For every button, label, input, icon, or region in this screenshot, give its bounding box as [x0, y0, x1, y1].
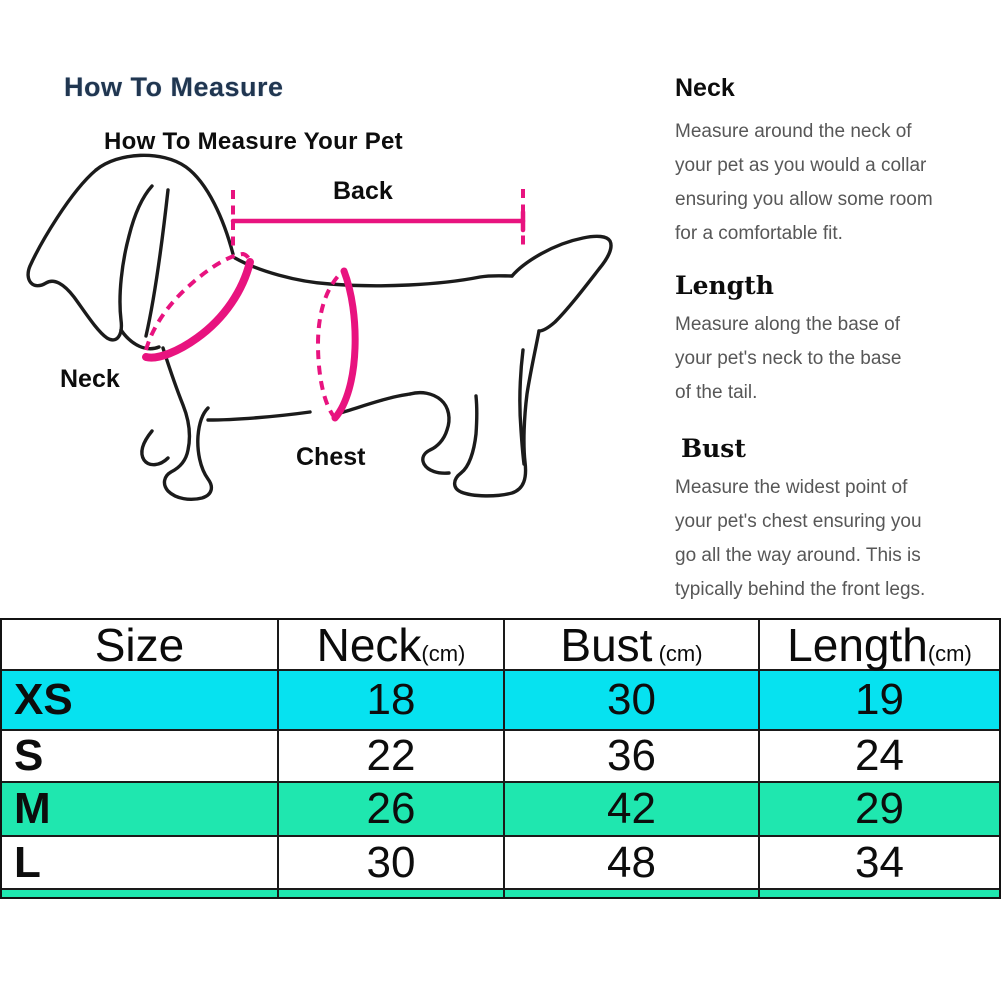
- table-row-m: M 26 42 29: [2, 783, 999, 837]
- chest-label: Chest: [296, 443, 366, 471]
- instruction-line: your pet's chest ensuring you: [675, 511, 922, 532]
- size-cell: S: [2, 731, 279, 781]
- size-cell: M: [2, 783, 279, 835]
- header-label: Bust: [560, 618, 653, 671]
- table-row-s: S 22 36 24: [2, 731, 999, 783]
- header-unit: (cm): [927, 640, 972, 666]
- neck-measure-band-dashed: [144, 251, 252, 351]
- dog-head-outline: [94, 153, 235, 256]
- dog-measurement-diagram: [26, 153, 613, 501]
- dog-neck-front-leg: [161, 346, 214, 501]
- instruction-line: of the tail.: [675, 382, 758, 403]
- instruction-line: ensuring you allow some room: [675, 189, 933, 210]
- chest-measure-band-dashed: [315, 270, 344, 420]
- size-chart-table: Size Neck (cm) Bust (cm) Length (cm) XS 18…: [0, 618, 1001, 899]
- neck-value-cell: 26: [279, 783, 505, 835]
- sliver-cell: [760, 890, 999, 897]
- table-row-l: L 30 48 34: [2, 837, 999, 890]
- dog-rump-rear-leg: [452, 329, 541, 498]
- table-row-xs: XS 18 30 19: [2, 671, 999, 731]
- neck-label: Neck: [60, 365, 120, 393]
- header-label: Size: [94, 618, 185, 671]
- table-header-row: Size Neck (cm) Bust (cm) Length (cm): [2, 620, 999, 671]
- section-heading-neck: Neck: [675, 74, 735, 102]
- length-value-cell: 34: [855, 837, 904, 887]
- header-label: Length: [787, 618, 928, 671]
- length-value-cell: 29: [855, 784, 904, 833]
- main-title: How To Measure: [64, 72, 284, 102]
- neck-measure-band: [142, 258, 254, 362]
- instruction-line: Measure along the base of: [675, 314, 900, 335]
- sliver-cell: [2, 890, 279, 897]
- length-value-cell: 19: [855, 675, 904, 724]
- bust-value-cell: 42: [505, 783, 760, 835]
- neck-value-cell: 18: [279, 671, 505, 729]
- measuring-instructions-panel: Neck Measure around the neck of your pet…: [675, 74, 995, 607]
- bust-value-cell: 36: [505, 731, 760, 781]
- header-unit: (cm): [652, 640, 703, 666]
- instruction-line: typically behind the front legs.: [675, 579, 926, 600]
- header-cell-size: Size: [2, 620, 279, 669]
- dog-jaw-line: [119, 328, 161, 351]
- sliver-cell: [505, 890, 760, 897]
- diagram-subtitle: How To Measure Your Pet: [104, 128, 403, 155]
- instruction-line: your pet's neck to the base: [675, 348, 902, 369]
- dog-belly-front: [206, 410, 312, 422]
- chest-measure-band: [331, 267, 359, 422]
- section-heading-length: Length: [675, 271, 774, 300]
- instruction-line: go all the way around. This is: [675, 545, 921, 566]
- size-cell: L: [2, 837, 279, 888]
- instruction-line: for a comfortable fit.: [675, 223, 843, 244]
- section-heading-bust: Bust: [681, 434, 746, 463]
- dog-back-line: [233, 256, 514, 288]
- neck-value-cell: 22: [279, 731, 505, 781]
- table-bottom-sliver: [2, 890, 999, 897]
- dog-belly-rear: [338, 392, 412, 415]
- header-label: Neck: [316, 618, 422, 671]
- bust-value-cell: 30: [505, 671, 760, 729]
- header-cell-neck: Neck (cm): [279, 620, 505, 669]
- header-cell-length: Length (cm): [760, 620, 999, 669]
- length-value-cell: 24: [855, 731, 904, 780]
- dog-inner-ear-line: [144, 188, 170, 338]
- instruction-line: Measure the widest point of: [675, 477, 908, 498]
- instruction-line: Measure around the neck of: [675, 121, 912, 142]
- neck-value-cell: 30: [279, 837, 505, 888]
- back-label: Back: [333, 177, 393, 205]
- size-cell: XS: [2, 671, 279, 729]
- bust-value-cell: 48: [505, 837, 760, 888]
- dog-far-front-paw: [140, 429, 170, 467]
- dog-far-rear-leg-line: [518, 348, 526, 466]
- instruction-line: your pet as you would a collar: [675, 155, 927, 176]
- header-unit: (cm): [421, 640, 466, 666]
- sliver-cell: [279, 890, 505, 897]
- dog-near-rear-leg: [408, 390, 451, 475]
- header-cell-bust: Bust (cm): [505, 620, 760, 669]
- dog-ear-outline: [26, 168, 154, 342]
- dog-tail: [510, 234, 613, 333]
